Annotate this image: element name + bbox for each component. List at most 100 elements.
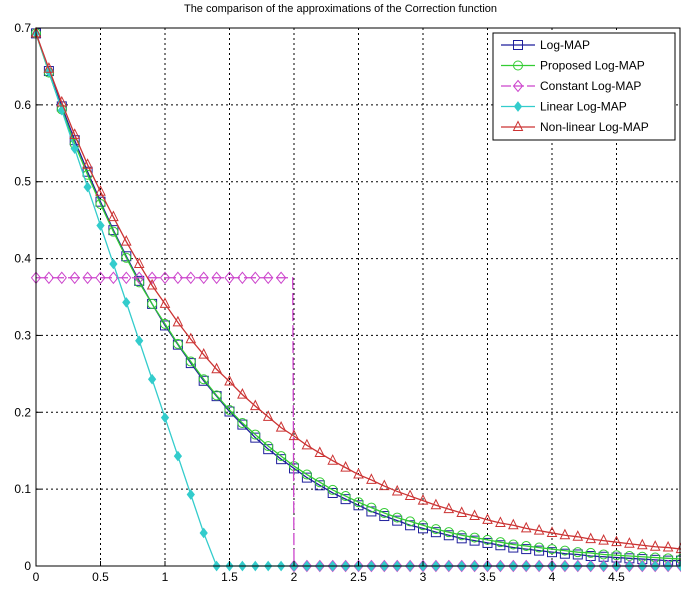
y-tick-label: 0.4 bbox=[14, 252, 31, 266]
data-point bbox=[508, 542, 519, 553]
data-point bbox=[146, 278, 158, 290]
data-point bbox=[314, 559, 325, 573]
data-point bbox=[547, 547, 557, 558]
data-point bbox=[534, 542, 545, 553]
legend-item-linear-log-map: Linear Log-MAP bbox=[501, 100, 627, 114]
data-point bbox=[469, 559, 480, 573]
data-point bbox=[572, 547, 583, 558]
data-point bbox=[559, 545, 570, 556]
data-point bbox=[649, 540, 661, 551]
x-tick-label: 4 bbox=[549, 570, 556, 584]
legend: Log-MAP Proposed Log-MAP Constant Log-MAP L… bbox=[492, 32, 676, 141]
data-point bbox=[675, 559, 681, 573]
data-point bbox=[404, 489, 416, 501]
data-point bbox=[122, 297, 131, 308]
legend-swatch-marker bbox=[513, 101, 523, 112]
legend-item-log-map: Log-MAP bbox=[501, 38, 590, 52]
data-point bbox=[521, 541, 532, 552]
data-point bbox=[56, 95, 68, 107]
data-point bbox=[96, 220, 105, 231]
data-point bbox=[173, 450, 183, 462]
data-point bbox=[186, 489, 195, 500]
data-point bbox=[508, 559, 519, 573]
data-point bbox=[391, 484, 403, 496]
y-tick-label: 0.3 bbox=[14, 328, 31, 342]
data-point bbox=[392, 512, 403, 523]
x-tick-label: 0 bbox=[33, 570, 40, 584]
x-tick-label: 0.5 bbox=[92, 570, 109, 584]
data-point bbox=[366, 473, 377, 484]
data-point bbox=[482, 537, 493, 548]
data-point bbox=[327, 559, 338, 573]
data-point bbox=[546, 559, 558, 573]
data-point bbox=[172, 338, 183, 349]
y-tick-label: 0.5 bbox=[14, 175, 31, 189]
data-point bbox=[495, 537, 506, 548]
x-tick-label: 2 bbox=[291, 570, 298, 584]
series-line bbox=[35, 33, 681, 550]
legend-item-non-linear-log-map: Non-linear Log-MAP bbox=[501, 120, 649, 134]
data-point bbox=[237, 418, 248, 429]
data-point bbox=[533, 559, 545, 573]
data-point bbox=[559, 528, 571, 540]
data-point bbox=[301, 559, 313, 573]
data-point bbox=[482, 559, 493, 573]
data-point bbox=[314, 477, 325, 488]
data-point bbox=[456, 533, 467, 544]
data-point bbox=[662, 559, 674, 573]
data-point bbox=[301, 438, 313, 450]
chart-title: The comparison of the approximations of … bbox=[183, 3, 498, 15]
legend-swatch-marker bbox=[513, 60, 523, 71]
data-point bbox=[288, 559, 300, 573]
data-point bbox=[314, 446, 326, 458]
data-point bbox=[482, 534, 493, 545]
data-point bbox=[340, 491, 351, 502]
data-point bbox=[456, 530, 467, 541]
data-point bbox=[443, 530, 454, 541]
legend-swatch-marker bbox=[512, 120, 524, 131]
x-tick-label: 3.5 bbox=[479, 570, 496, 584]
data-point bbox=[224, 404, 235, 415]
data-point bbox=[417, 559, 429, 573]
data-point bbox=[662, 540, 674, 552]
data-point bbox=[327, 487, 338, 498]
data-point bbox=[263, 271, 274, 285]
data-point bbox=[95, 185, 106, 196]
data-point bbox=[146, 271, 158, 285]
data-point bbox=[521, 559, 532, 573]
data-point bbox=[392, 515, 403, 526]
data-point bbox=[637, 559, 648, 573]
data-point bbox=[353, 500, 364, 511]
data-point bbox=[198, 374, 209, 385]
data-point bbox=[275, 421, 287, 432]
data-point bbox=[585, 532, 597, 544]
data-point bbox=[675, 542, 681, 554]
data-point bbox=[495, 559, 506, 573]
data-point bbox=[353, 467, 364, 479]
data-point bbox=[250, 432, 261, 443]
data-point bbox=[172, 315, 184, 327]
y-tick-label: 0.1 bbox=[14, 482, 31, 496]
data-point bbox=[133, 257, 145, 268]
data-point bbox=[159, 271, 171, 285]
data-point bbox=[82, 158, 93, 169]
data-point bbox=[237, 387, 248, 399]
data-point bbox=[185, 356, 196, 367]
series-non-linear-log-map bbox=[30, 26, 681, 554]
data-point bbox=[134, 271, 145, 285]
data-point bbox=[379, 559, 390, 573]
data-point bbox=[147, 298, 158, 309]
y-tick-label: 0.7 bbox=[14, 21, 31, 35]
data-point bbox=[43, 271, 55, 285]
data-point bbox=[250, 429, 261, 440]
data-point bbox=[559, 548, 570, 559]
data-point bbox=[598, 549, 609, 560]
data-point bbox=[108, 226, 119, 237]
legend-swatch-marker bbox=[512, 79, 524, 93]
data-point bbox=[559, 559, 571, 573]
legend-label: Non-linear Log-MAP bbox=[540, 120, 649, 134]
data-point bbox=[69, 128, 81, 139]
legend-label: Log-MAP bbox=[540, 38, 590, 52]
data-point bbox=[508, 539, 519, 550]
x-tick-label: 1.5 bbox=[221, 570, 238, 584]
